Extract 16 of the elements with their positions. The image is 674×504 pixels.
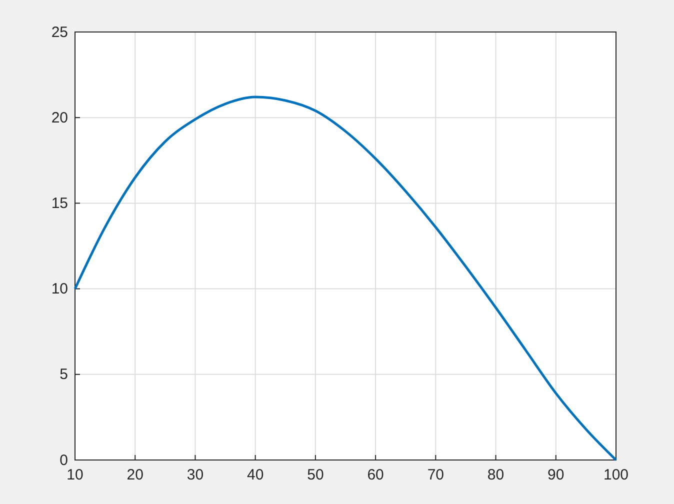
x-tick-label: 50 <box>307 466 324 484</box>
x-tick-label: 30 <box>186 466 204 484</box>
line-series <box>74 96 618 462</box>
y-tick-label: 15 <box>51 195 68 212</box>
y-tick-label: 25 <box>51 24 68 41</box>
x-tick-label: 90 <box>548 466 564 484</box>
x-tick-label: 80 <box>487 466 504 484</box>
y-tick-label: 0 <box>60 452 68 469</box>
x-tick-label: 60 <box>367 466 384 484</box>
x-tick-label: 70 <box>427 466 444 484</box>
y-tick-label: 5 <box>60 366 68 384</box>
y-tick-label: 10 <box>51 280 68 298</box>
y-tick-label: 20 <box>51 109 68 126</box>
x-tick-label: 40 <box>246 466 264 484</box>
x-tick-label: 100 <box>603 466 629 484</box>
x-tick-label: 20 <box>126 466 144 484</box>
